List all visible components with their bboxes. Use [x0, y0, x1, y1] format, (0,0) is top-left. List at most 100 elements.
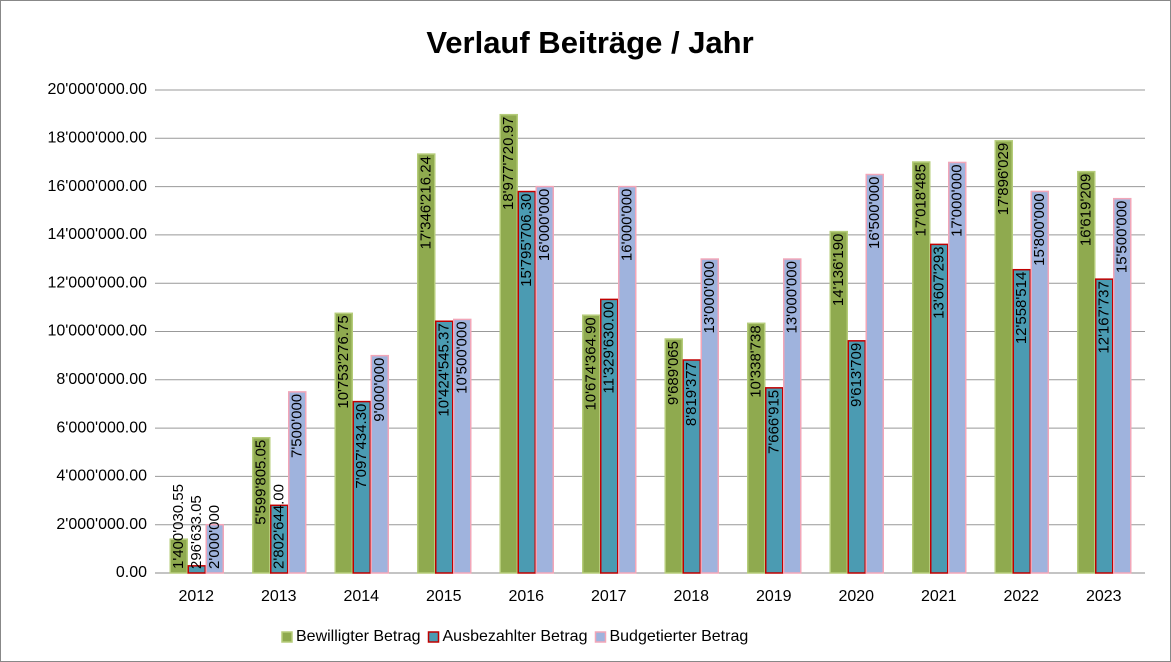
- bar: [205, 523, 224, 574]
- legend-swatch: [281, 631, 293, 643]
- y-tick-label: 8'000'000.00: [56, 371, 147, 388]
- bar: [517, 190, 536, 574]
- bar: [682, 359, 701, 574]
- bar: [765, 387, 784, 574]
- value-label: 14'136'190: [830, 234, 847, 306]
- x-tick-label: 2018: [673, 588, 709, 605]
- value-label: 13'000'000: [784, 261, 801, 333]
- value-label: 8'819'377: [683, 362, 700, 426]
- value-label: 17'346'216.24: [418, 156, 435, 249]
- bar: [270, 504, 289, 574]
- value-label: 7'097'434.30: [353, 404, 370, 489]
- bar: [1030, 190, 1049, 574]
- bar: [535, 185, 554, 574]
- x-tick-label: 2017: [591, 588, 627, 605]
- bar: [1095, 278, 1114, 574]
- bar: [747, 322, 766, 574]
- bar: [865, 173, 884, 574]
- bar: [1077, 170, 1096, 574]
- value-label: 16'000'000: [619, 189, 636, 261]
- bar: [829, 230, 848, 574]
- legend-swatch: [427, 631, 440, 643]
- y-tick-label: 20'000'000.00: [47, 81, 147, 98]
- x-tick-label: 2019: [756, 588, 792, 605]
- value-label: 16'000'000: [536, 189, 553, 261]
- chart-title: Verlauf Beiträge / Jahr: [426, 25, 753, 60]
- bar: [783, 258, 802, 574]
- value-label: 10'500'000: [454, 321, 471, 393]
- legend-swatch: [594, 631, 607, 643]
- x-tick-label: 2013: [261, 588, 297, 605]
- bar: [600, 298, 619, 574]
- bar: [1113, 197, 1132, 574]
- value-label: 1'400'030.55: [170, 484, 187, 569]
- y-tick-label: 14'000'000.00: [47, 226, 147, 243]
- bar: [930, 243, 949, 574]
- legend-label: Budgetierter Betrag: [609, 628, 748, 645]
- value-label: 16'619'209: [1078, 174, 1095, 246]
- value-label: 12'558'514: [1013, 272, 1030, 344]
- x-tick-label: 2022: [1003, 588, 1039, 605]
- value-label: 15'500'000: [1114, 201, 1131, 273]
- value-label: 17'018'485: [913, 164, 930, 236]
- value-label: 13'607'293: [931, 246, 948, 318]
- value-label: 10'338'738: [748, 325, 765, 397]
- bar: [948, 161, 967, 574]
- x-tick-label: 2021: [921, 588, 957, 605]
- value-label: 15'795'706.30: [518, 194, 535, 287]
- x-tick-label: 2015: [426, 588, 462, 605]
- value-label: 2'802'644.00: [271, 484, 288, 569]
- value-label: 7'500'000: [289, 394, 306, 458]
- value-label: 9'689'065: [665, 341, 682, 405]
- bar: [912, 161, 931, 574]
- value-label: 2'000'000: [206, 505, 223, 569]
- y-tick-label: 10'000'000.00: [47, 323, 147, 340]
- x-tick-label: 2023: [1086, 588, 1122, 605]
- bar: [334, 312, 353, 574]
- x-tick-label: 2012: [178, 588, 214, 605]
- value-label: 9'000'000: [371, 358, 388, 422]
- bar: [499, 113, 518, 574]
- value-label: 296'633.05: [188, 495, 205, 569]
- value-label: 17'000'000: [949, 164, 966, 236]
- bar: [1012, 268, 1031, 574]
- bar: [618, 185, 637, 574]
- x-tick-label: 2014: [343, 588, 379, 605]
- bar: [352, 400, 371, 574]
- bar: [453, 318, 472, 574]
- value-label: 9'613'709: [848, 343, 865, 407]
- value-label: 13'000'000: [701, 261, 718, 333]
- bar: [252, 437, 271, 574]
- bar: [435, 320, 454, 574]
- x-tick-label: 2016: [508, 588, 544, 605]
- y-tick-label: 16'000'000.00: [47, 178, 147, 195]
- bar: [664, 338, 683, 574]
- y-tick-label: 0.00: [116, 564, 147, 581]
- legend-label: Ausbezahlter Betrag: [443, 628, 588, 645]
- value-label: 16'500'000: [866, 177, 883, 249]
- legend-label: Bewilligter Betrag: [296, 628, 421, 645]
- y-tick-label: 2'000'000.00: [56, 516, 147, 533]
- y-tick-label: 18'000'000.00: [47, 130, 147, 147]
- value-label: 11'329'630.00: [601, 301, 618, 393]
- value-label: 10'424'545.37: [436, 323, 453, 416]
- bar: [169, 538, 188, 574]
- value-label: 7'666'915: [766, 390, 783, 454]
- value-label: 15'800'000: [1031, 193, 1048, 265]
- bar: [417, 153, 436, 574]
- bar: [288, 391, 307, 574]
- value-label: 5'599'805.05: [253, 440, 270, 525]
- bar: [847, 340, 866, 574]
- bar: [370, 354, 389, 574]
- y-tick-label: 12'000'000.00: [47, 274, 147, 291]
- y-tick-label: 6'000'000.00: [56, 419, 147, 436]
- bar: [582, 314, 601, 574]
- bar: [700, 258, 719, 574]
- value-label: 10'753'276.75: [335, 315, 352, 408]
- value-label: 10'674'364.90: [583, 317, 600, 410]
- y-tick-label: 4'000'000.00: [56, 468, 147, 485]
- value-label: 12'167'737: [1096, 281, 1113, 353]
- bar: [994, 140, 1013, 574]
- value-label: 17'896'029: [995, 143, 1012, 215]
